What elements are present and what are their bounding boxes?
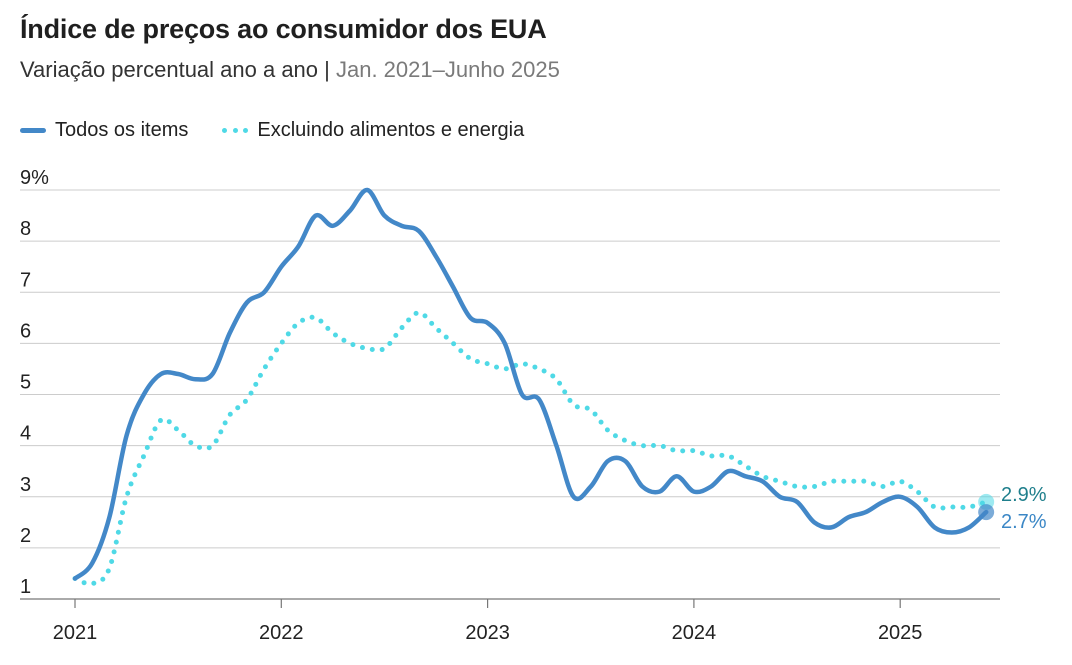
legend-swatch-solid xyxy=(20,127,46,133)
end-label-core: 2.9% xyxy=(1001,484,1047,506)
subtitle-range: Jan. 2021–Junho 2025 xyxy=(335,57,560,82)
subtitle-main: Variação percentual ano a ano xyxy=(20,57,319,82)
chart-title: Índice de preços ao consumidor dos EUA xyxy=(20,14,547,44)
y-tick-label: 7 xyxy=(20,269,31,291)
end-point-all-items xyxy=(978,504,995,521)
y-tick-label: 2 xyxy=(20,525,31,547)
y-tick-label: 3 xyxy=(20,474,31,496)
legend-swatch-dotted xyxy=(222,127,249,133)
x-tick-label: 2022 xyxy=(259,622,304,644)
y-tick-label: 1 xyxy=(20,576,31,598)
subtitle-separator: | xyxy=(318,57,336,82)
legend-item-all-items: Todos os items xyxy=(20,119,188,142)
chart-subtitle: Variação percentual ano a ano | Jan. 202… xyxy=(20,57,560,83)
x-tick-label: 2025 xyxy=(878,622,923,644)
series-line-core xyxy=(72,310,989,587)
y-tick-label: 6 xyxy=(20,320,31,342)
x-tick-label: 2024 xyxy=(672,622,717,644)
legend-item-core: Excluindo alimentos e energia xyxy=(222,119,524,142)
legend-label-core: Excluindo alimentos e energia xyxy=(257,118,525,141)
legend-label-all-items: Todos os items xyxy=(55,118,189,141)
end-label-all-items: 2.7% xyxy=(1001,511,1047,533)
x-tick-label: 2023 xyxy=(465,622,510,644)
y-tick-label: 4 xyxy=(20,423,31,445)
y-tick-label: 5 xyxy=(20,372,31,394)
y-tick-label: 9% xyxy=(20,167,49,189)
x-tick-label: 2021 xyxy=(53,622,98,644)
y-tick-label: 8 xyxy=(20,218,31,240)
legend: Todos os items Excluindo alimentos e ene… xyxy=(20,118,558,142)
series-line-all-items xyxy=(72,187,989,581)
